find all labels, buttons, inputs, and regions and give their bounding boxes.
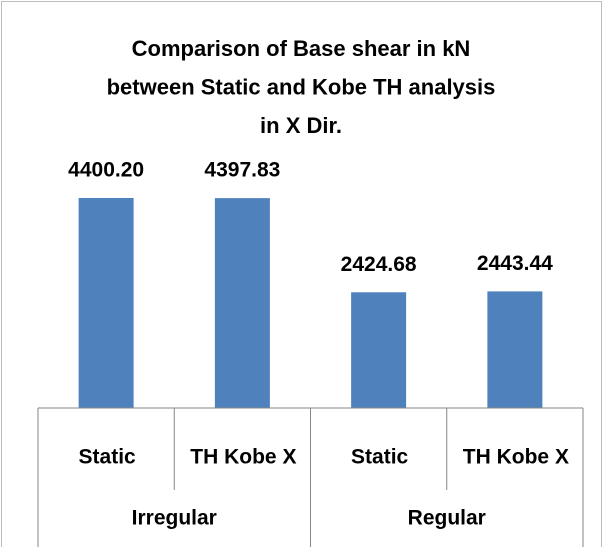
bar	[214, 198, 270, 408]
chart-title: between Static and Kobe TH analysis	[107, 74, 496, 99]
data-label: 2443.44	[477, 252, 553, 275]
x-tick-label: Static	[79, 446, 137, 469]
data-label: 4397.83	[204, 159, 280, 182]
data-label: 4400.20	[68, 159, 144, 182]
x-tick-label: TH Kobe X	[463, 446, 569, 469]
bar	[487, 291, 543, 408]
chart-title: in X Dir.	[260, 113, 342, 138]
data-label: 2424.68	[341, 253, 417, 276]
group-label: Regular	[408, 507, 486, 530]
group-label: Irregular	[132, 507, 217, 530]
x-tick-label: Static	[351, 446, 409, 469]
bar	[351, 292, 407, 408]
chart-title: Comparison of Base shear in kN	[132, 36, 471, 61]
bar	[78, 198, 134, 408]
x-tick-label: TH Kobe X	[190, 446, 296, 469]
